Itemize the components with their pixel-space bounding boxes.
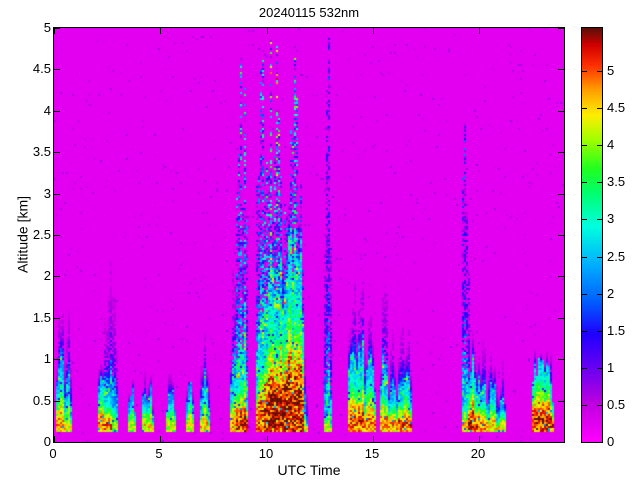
y-tick-label: 4 (43, 103, 51, 118)
y-tick-right (558, 401, 564, 402)
x-tick (267, 436, 268, 442)
y-tick (54, 359, 60, 360)
y-tick-right (558, 442, 564, 443)
colorbar-tick (582, 145, 587, 146)
colorbar-tick-right (597, 145, 602, 146)
x-tick-top (160, 28, 161, 34)
y-tick-right (558, 111, 564, 112)
colorbar-tick-right (597, 219, 602, 220)
colorbar-tick-right (597, 331, 602, 332)
x-tick-label: 15 (364, 446, 380, 461)
colorbar-tick-label: 1 (607, 360, 615, 375)
colorbar-tick-right (597, 368, 602, 369)
y-tick-right (558, 276, 564, 277)
heatmap-image (54, 28, 564, 442)
colorbar-tick-label: 0 (607, 434, 615, 449)
y-tick (54, 276, 60, 277)
colorbar-tick-label: 3.5 (607, 174, 626, 189)
y-tick (54, 235, 60, 236)
colorbar-tick (582, 405, 587, 406)
y-tick (54, 111, 60, 112)
colorbar-tick (582, 294, 587, 295)
y-tick-right (558, 152, 564, 153)
colorbar-tick-right (597, 405, 602, 406)
colorbar-tick-label: 3 (607, 211, 615, 226)
colorbar-tick (582, 182, 587, 183)
y-tick-label: 1 (43, 351, 51, 366)
y-tick-label: 2 (43, 268, 51, 283)
x-tick-label: 5 (155, 446, 163, 461)
colorbar-tick-right (597, 257, 602, 258)
x-tick-top (54, 28, 55, 34)
colorbar (581, 27, 603, 443)
y-tick-right (558, 69, 564, 70)
y-tick (54, 318, 60, 319)
y-tick-label: 3.5 (32, 144, 51, 159)
colorbar-tick (582, 442, 587, 443)
y-tick (54, 194, 60, 195)
colorbar-tick-label: 4 (607, 137, 615, 152)
colorbar-tick-right (597, 108, 602, 109)
colorbar-tick-label: 0.5 (607, 397, 626, 412)
y-tick-label: 4.5 (32, 61, 51, 76)
colorbar-tick (582, 219, 587, 220)
y-tick-right (558, 194, 564, 195)
colorbar-tick-right (597, 71, 602, 72)
x-tick (479, 436, 480, 442)
y-tick (54, 28, 60, 29)
y-tick-right (558, 359, 564, 360)
x-tick-top (479, 28, 480, 34)
colorbar-tick (582, 257, 587, 258)
y-tick-label: 3 (43, 186, 51, 201)
colorbar-tick-label: 5 (607, 63, 615, 78)
x-axis-title: UTC Time (277, 462, 341, 478)
colorbar-tick-label: 1.5 (607, 323, 626, 338)
x-tick-label: 10 (258, 446, 274, 461)
colorbar-tick (582, 331, 587, 332)
x-tick-top (267, 28, 268, 34)
colorbar-tick (582, 71, 587, 72)
chart-title: 20240115 532nm (258, 5, 360, 20)
y-tick-label: 0.5 (32, 393, 51, 408)
y-tick (54, 442, 60, 443)
colorbar-tick-right (597, 182, 602, 183)
x-tick (373, 436, 374, 442)
x-tick-top (373, 28, 374, 34)
colorbar-tick-label: 2 (607, 286, 615, 301)
x-tick-label: 20 (470, 446, 486, 461)
y-tick (54, 152, 60, 153)
colorbar-tick (582, 108, 587, 109)
colorbar-tick (582, 368, 587, 369)
colorbar-tick-label: 4.5 (607, 100, 626, 115)
x-tick-label: 0 (49, 446, 57, 461)
y-tick-right (558, 235, 564, 236)
y-tick-label: 5 (43, 20, 51, 35)
y-tick-right (558, 318, 564, 319)
y-tick-right (558, 28, 564, 29)
x-tick (160, 436, 161, 442)
y-axis-title: Altitude [km] (14, 195, 31, 274)
plot-axes (53, 27, 565, 443)
colorbar-tick-right (597, 294, 602, 295)
colorbar-gradient (582, 28, 602, 442)
y-tick (54, 69, 60, 70)
x-tick (54, 436, 55, 442)
y-tick-label: 0 (43, 434, 51, 449)
colorbar-tick-label: 2.5 (607, 249, 626, 264)
y-tick-label: 2.5 (32, 227, 51, 242)
y-tick (54, 401, 60, 402)
colorbar-tick-right (597, 442, 602, 443)
y-tick-label: 1.5 (32, 310, 51, 325)
